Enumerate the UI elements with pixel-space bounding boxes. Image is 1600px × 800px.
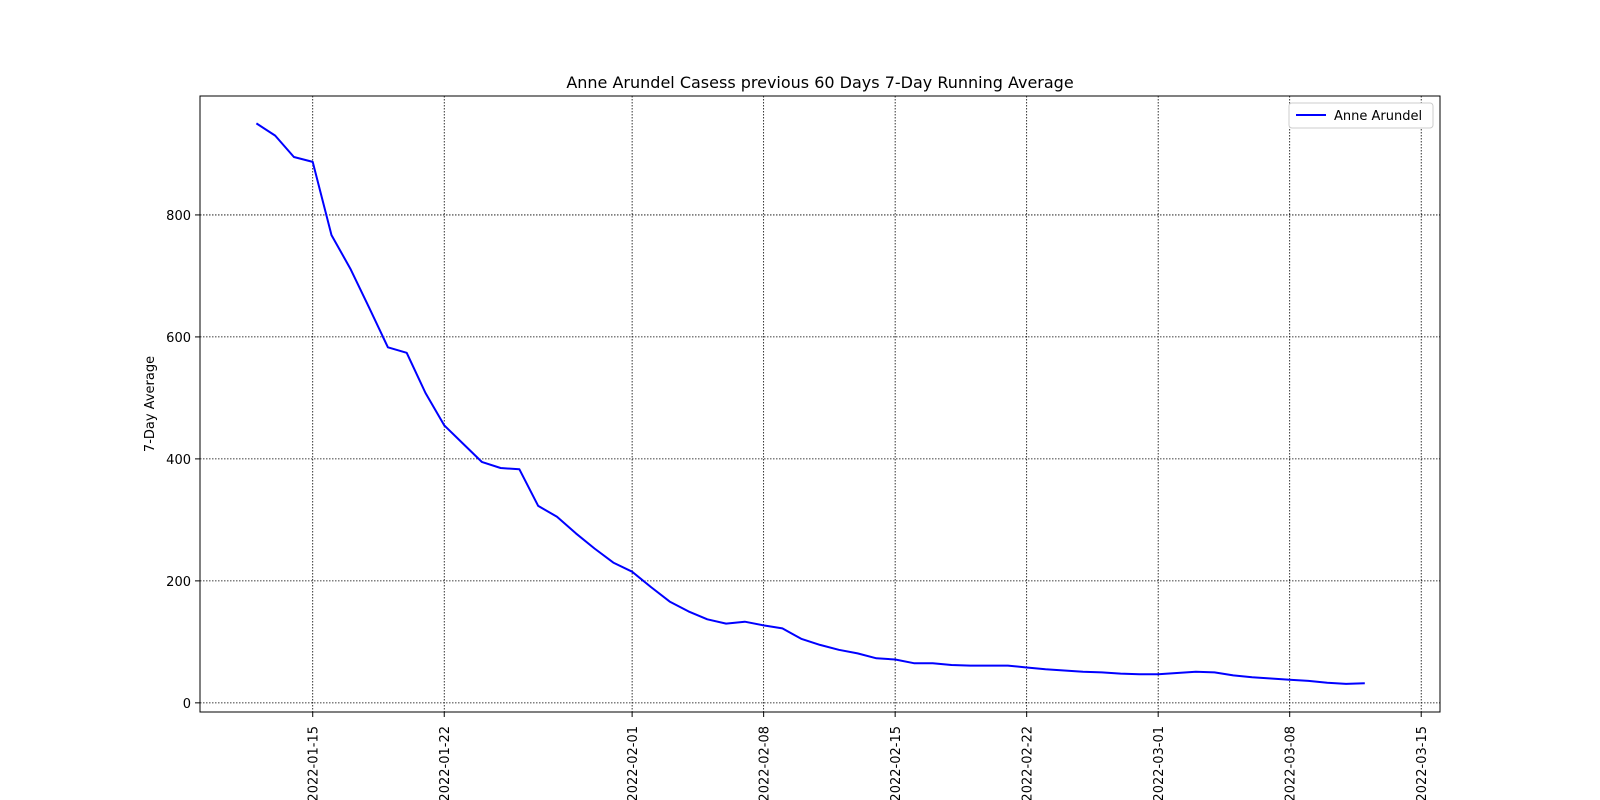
x-tick-label: 2022-02-15 (889, 726, 904, 800)
x-tick-label: 2022-03-01 (1152, 726, 1167, 800)
x-tick-label: 2022-02-01 (626, 726, 641, 800)
x-tick-label: 2022-01-22 (438, 726, 453, 800)
x-tick-label: 2022-03-08 (1284, 726, 1299, 800)
x-tick-label: 2022-03-15 (1415, 726, 1430, 800)
legend-box (1288, 102, 1434, 129)
x-tick-label: 2022-01-15 (307, 726, 322, 800)
y-tick-label: 200 (166, 575, 191, 590)
grid (200, 96, 1440, 712)
chart-title: Anne Arundel Casess previous 60 Days 7-D… (566, 73, 1073, 92)
legend: Anne Arundel (1288, 102, 1434, 129)
y-tick-label: 600 (166, 331, 191, 346)
x-axis: 2022-01-15 2022-01-22 2022-02-01 2022-02-08… (307, 712, 1430, 800)
y-tick-label: 800 (166, 209, 191, 224)
series-line-anne-arundel (255, 122, 1365, 685)
y-tick-label: 400 (166, 453, 191, 468)
series-layer (255, 122, 1365, 685)
y-axis: 0 200 400 600 800 (166, 209, 200, 712)
y-axis-label: 7-Day Average (143, 356, 158, 452)
y-tick-label: 0 (183, 697, 191, 712)
legend-label: Anne Arundel (1334, 109, 1422, 124)
x-tick-label: 2022-02-08 (758, 726, 773, 800)
plot-frame (199, 95, 1441, 713)
x-tick-label: 2022-02-22 (1021, 726, 1036, 800)
